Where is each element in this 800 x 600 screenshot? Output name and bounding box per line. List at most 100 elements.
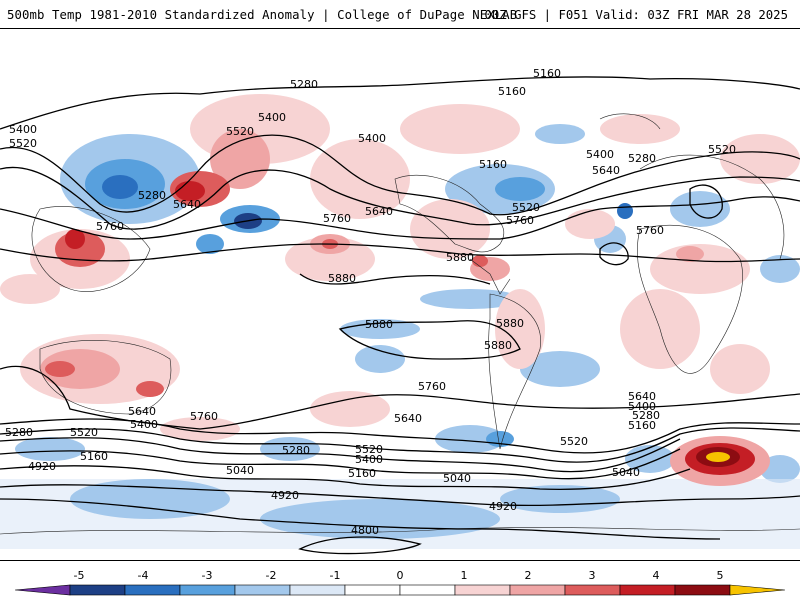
contour-label: 5280 [282,444,310,457]
contour-label: 5520 [512,201,540,214]
anomaly-cold-southern-ocean-1 [435,425,505,453]
anomaly-warm-indian-ocean [710,344,770,394]
anomaly-cold-south-pacific [355,345,405,373]
colorbar-swatch [399,584,456,596]
contour-label: 5040 [443,472,471,485]
anomaly-warm-africa-north-core [676,246,704,262]
contour-label: 5640 [628,390,656,403]
anomaly-warm-hawaii [285,237,375,281]
contour-label: 4920 [271,489,299,502]
colorbar-label: 0 [397,569,404,582]
australia-outline [39,340,172,415]
contour-label: 5280 [628,152,656,165]
anomaly-warm-south-america [495,289,545,369]
contour-label: 5160 [348,467,376,480]
contour-5880-south [338,320,521,360]
contour-label: 4920 [489,500,517,513]
contour-label: 5400 [258,111,286,124]
colorbar-label: 5 [717,569,724,582]
anomaly-warm-india-east [0,274,60,304]
contour-label: 5760 [506,214,534,227]
anomaly-warm-australia-peak-1 [45,361,75,377]
contour-label: 5880 [446,251,474,264]
anomaly-cold-europe [670,191,730,227]
colorbar-swatch [14,584,71,596]
anomaly-cold-equatorial-pacific [340,319,420,339]
colorbar-label: -2 [266,569,277,582]
anomaly-warm-atlantic [565,209,615,239]
contour-label: 5160 [628,419,656,432]
colorbar-swatch [729,584,786,596]
colorbar: -5 -4 -3 -2 -1 0 1 2 3 4 5 [14,569,786,596]
contour-4920 [0,498,721,540]
colorbar-label: 3 [589,569,596,582]
anomaly-warm-china-peak [65,229,85,249]
anomaly-warm-us [410,199,490,259]
anomaly-map: 5160 5160 5280 5400 5520 5400 5520 5280 … [0,28,800,561]
colorbar-swatch [619,584,676,596]
anomaly-warm-south-pacific [310,391,390,427]
anomaly-warm-scandinavia [600,114,680,144]
contour-label: 5880 [365,318,393,331]
contour-label: 5640 [394,412,422,425]
colorbar-swatch [234,584,291,596]
contour-label: 5880 [484,339,512,352]
contour-europe-low [689,184,723,219]
colorbar-swatch [179,584,236,596]
contour-label: 5640 [592,164,620,177]
contour-label: 5760 [96,220,124,233]
contour-label: 5280 [138,189,166,202]
colorbar-swatch [124,584,181,596]
colorbar-swatch [344,584,401,596]
contour-label: 5760 [323,212,351,225]
anomaly-warm-africa-north [650,244,750,294]
colorbar-swatch [509,584,566,596]
central-america-outline [469,258,511,295]
anomaly-warm-arctic [400,104,520,154]
anomaly-cold-azores-core [617,203,633,219]
contour-label: 4920 [28,460,56,473]
colorbar-labels: -5 -4 -3 -2 -1 0 1 2 3 4 5 [74,569,724,582]
colorbar-label: 4 [653,569,660,582]
colorbar-swatch [564,584,621,596]
contour-label: 5640 [365,205,393,218]
contour-5760-south [0,365,800,430]
contour-5400 [0,134,800,216]
contour-label: 5520 [355,443,383,456]
anomaly-cold-eastern-canada-core [495,177,545,201]
anomaly-cold-antarctic-2 [260,499,500,539]
contour-label: 5160 [498,85,526,98]
anomaly-warm-australia-peak-2 [136,381,164,397]
anomaly-warm-australia-core [40,349,120,389]
anomaly-cold-india [760,255,800,283]
model-run-info: 00Z GFS | F051 Valid: 03Z FRI MAR 28 202… [484,8,788,22]
anomaly-warm-mexico-core [472,255,488,267]
contour-label: 5400 [586,148,614,161]
contour-label: 5760 [190,410,218,423]
colorbar-swatch [674,584,731,596]
contour-5280-south [0,448,681,480]
anomaly-cold-greenland [535,124,585,144]
contour-label: 5520 [708,143,736,156]
contour-label: 5520 [560,435,588,448]
colorbar-swatches [14,584,786,596]
contour-label: 5520 [9,137,37,150]
contour-label: 5160 [533,67,561,80]
contour-5640 [0,196,800,240]
contour-label: 5400 [355,453,383,466]
contour-label: 5400 [130,418,158,431]
contour-label: 5520 [226,125,254,138]
colorbar-label: 2 [525,569,532,582]
contour-label: 5400 [628,400,656,413]
map-title: 500mb Temp 1981-2010 Standardized Anomal… [7,8,518,22]
contour-label: 5040 [612,466,640,479]
anomaly-cold-southern-ocean-3 [760,455,800,483]
contour-labels: 5160 5160 5280 5400 5520 5400 5520 5280 … [5,67,736,537]
contour-azores-low [599,242,629,266]
height-contours [0,76,800,555]
contour-label: 5160 [479,158,507,171]
contour-4800 [298,536,422,555]
anomaly-cold-equatorial-atlantic [420,289,520,309]
header: 500mb Temp 1981-2010 Standardized Anomal… [0,0,800,28]
anomaly-cold-central-pacific [196,234,224,254]
